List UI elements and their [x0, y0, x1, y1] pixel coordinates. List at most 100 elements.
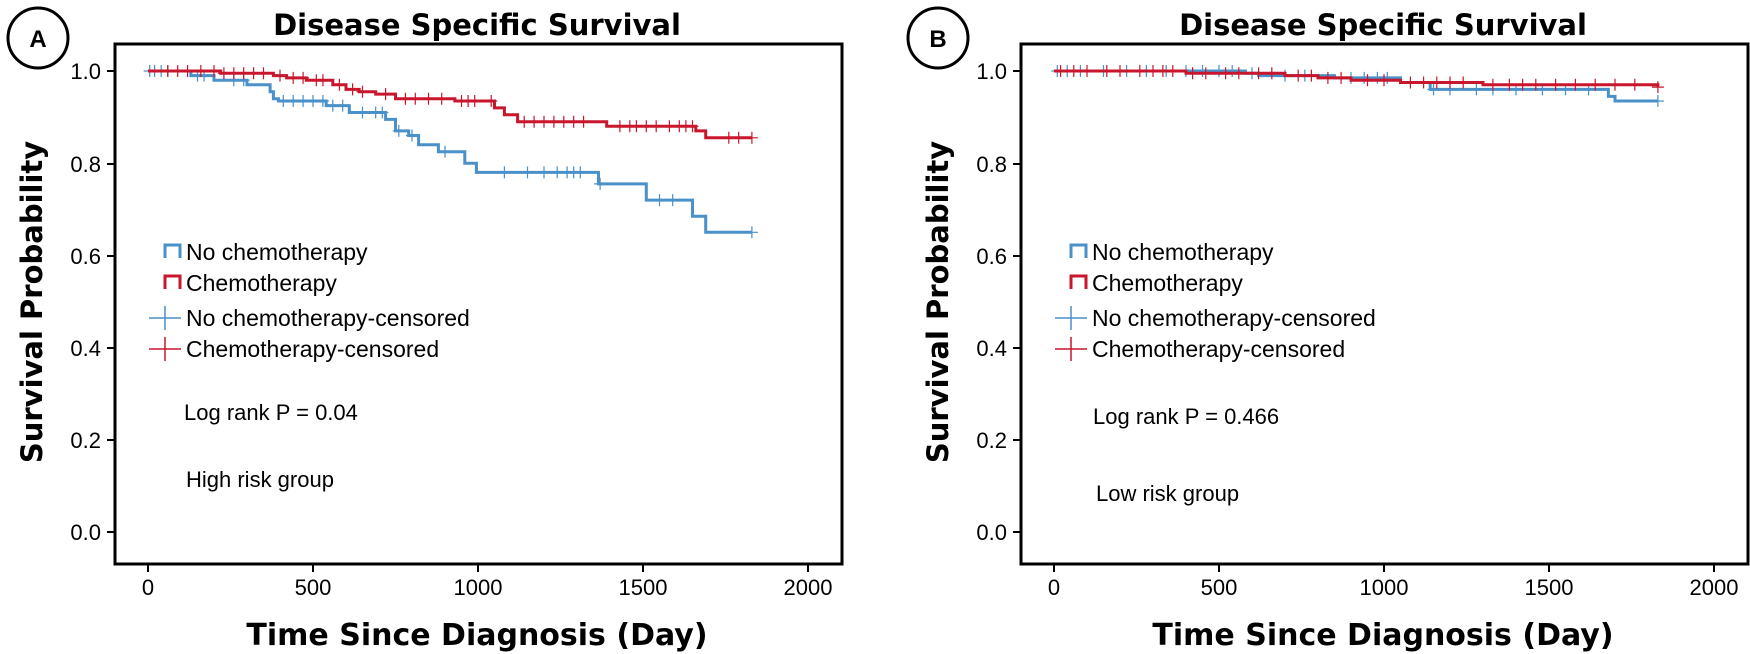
panel-b-censor-mark-chemo [1361, 74, 1374, 87]
panel-b-xtick: 2000 [1690, 575, 1739, 600]
panel-a-censor-mark-chemo [745, 131, 758, 144]
panel-a-curves [143, 65, 758, 239]
panel-a-censor-mark-chemo [435, 92, 448, 105]
panel-b-censor-mark-chemo [1404, 76, 1417, 89]
panel-a-ytick: 0.2 [70, 428, 101, 453]
panel-b-legend-no-chemo: No chemotherapy [1092, 239, 1274, 265]
panel-a-censor-mark-no-chemo [745, 226, 758, 239]
panel-b-censor-mark-chemo [1186, 67, 1199, 80]
panel-a-xtick: 2000 [784, 575, 833, 600]
panel-a-ytick: 0.6 [70, 244, 101, 269]
panel-a: A Disease Specific Survival 0.0 0.2 0.4 … [6, 6, 844, 653]
panel-a-censor-mark-no-chemo [653, 194, 666, 207]
panel-a-legend-no-chemo: No chemotherapy [186, 239, 368, 265]
panel-a-badge [6, 6, 70, 70]
panel-b-censor-mark-no-chemo [1213, 65, 1225, 77]
panel-b-censor-mark-chemo [1081, 65, 1093, 77]
panel-b-censor-mark-chemo [1265, 67, 1278, 80]
panel-a-censor-mark-chemo [577, 115, 590, 128]
panel-b-censor-mark-chemo [1529, 78, 1542, 91]
panel-b-ytick: 1.0 [976, 59, 1007, 84]
panel-a-censor-mark-chemo [316, 74, 329, 87]
panel-b-ytick: 0.0 [976, 520, 1007, 545]
panel-b-censor-mark-chemo [1549, 78, 1562, 91]
panel-b-censor-mark-chemo [1219, 67, 1232, 80]
panel-b-ytick: 0.4 [976, 336, 1007, 361]
panel-a-censor-mark-no-chemo [406, 129, 418, 142]
legend-swatch-chemo [1069, 274, 1088, 289]
panel-b-xtick: 0 [1048, 575, 1060, 600]
panel-b-censor-mark-no-chemo [1226, 65, 1239, 77]
panel-b-legend: No chemotherapy Chemotherapy No chemothe… [1055, 239, 1376, 362]
panel-a-ytick: 0.0 [70, 520, 101, 545]
panel-a-x-axis: 0 500 1000 1500 2000 [142, 564, 833, 600]
panel-a-censor-mark-no-chemo [376, 106, 389, 119]
panel-a-legend-chemo-censored: Chemotherapy-censored [186, 336, 439, 362]
legend-swatch-no-chemo [1069, 243, 1088, 258]
panel-b-x-label: Time Since Diagnosis (Day) [1152, 618, 1613, 653]
panel-a-censor-mark-chemo [379, 88, 392, 101]
panel-b: B Disease Specific Survival 0.0 0.2 0.4 … [906, 6, 1750, 653]
panel-b-censor-mark-no-chemo [1358, 71, 1371, 84]
panel-a-censor-mark-chemo [422, 92, 435, 105]
panel-a-legend-no-chemo-censored: No chemotherapy-censored [186, 305, 470, 331]
panel-b-censor-mark-chemo [1503, 78, 1516, 91]
panel-a-censor-mark-chemo [333, 78, 346, 91]
panel-b-legend-chemo-censored: Chemotherapy-censored [1092, 336, 1345, 362]
panel-a-title: Disease Specific Survival [273, 8, 681, 42]
panel-b-curve-chemo [1054, 69, 1660, 88]
legend-marker-chemo-censored [1055, 337, 1087, 361]
panel-a-censor-mark-chemo [686, 120, 699, 133]
panel-a-censor-mark-chemo [208, 65, 220, 77]
panel-b-censor-mark-chemo [1100, 65, 1113, 77]
panel-b-censor-mark-chemo [1232, 67, 1245, 80]
panel-a-censor-mark-chemo [356, 85, 369, 98]
legend-swatch-no-chemo [163, 243, 182, 258]
panel-b-censor-mark-chemo [1133, 65, 1146, 77]
panel-a-censor-mark-chemo [409, 92, 422, 105]
panel-b-censor-mark-no-chemo [1651, 95, 1664, 107]
panel-a-censor-mark-no-chemo [574, 166, 587, 179]
panel-b-badge [906, 6, 970, 70]
panel-a-legend-chemo: Chemotherapy [186, 270, 337, 296]
panel-b-censor-mark-chemo [1321, 71, 1334, 84]
panel-b-censor-mark-chemo [1651, 81, 1664, 94]
panel-b-censor-mark-no-chemo [1381, 71, 1394, 84]
panel-b-censor-mark-chemo [1486, 78, 1499, 91]
panel-a-censor-mark-no-chemo [666, 194, 679, 207]
panel-b-censor-mark-no-chemo [1427, 83, 1440, 96]
panel-a-xtick: 1500 [619, 575, 668, 600]
panel-a-ytick: 1.0 [70, 59, 101, 84]
panel-b-censor-mark-no-chemo [1470, 83, 1483, 96]
panel-b-censor-mark-chemo [1589, 78, 1602, 91]
panel-a-censor-mark-no-chemo [439, 145, 451, 158]
panel-a-censor-mark-no-chemo [498, 166, 511, 179]
panel-a-censor-mark-chemo [257, 67, 270, 80]
panel-a-censor-mark-no-chemo [336, 99, 349, 112]
panel-b-xtick: 1500 [1525, 575, 1574, 600]
panel-b-legend-chemo: Chemotherapy [1092, 270, 1243, 296]
panel-a-y-axis: 0.0 0.2 0.4 0.6 0.8 1.0 [70, 59, 115, 545]
panel-a-censor-mark-chemo [468, 95, 481, 107]
panel-b-censor-mark-chemo [1378, 74, 1390, 87]
panel-a-censor-mark-chemo [181, 65, 194, 77]
panel-b-ytick: 0.8 [976, 152, 1007, 177]
panel-a-censor-mark-no-chemo [392, 124, 405, 137]
panel-b-censor-mark-no-chemo [1196, 65, 1209, 77]
panel-b-censor-mark-chemo [1628, 78, 1641, 91]
legend-marker-no-chemo-censored [149, 306, 181, 330]
panel-a-censor-mark-no-chemo [538, 166, 550, 179]
panel-b-badge-label: B [929, 26, 946, 53]
panel-b-censor-mark-chemo [1252, 67, 1265, 80]
panel-b-censor-mark-chemo [1417, 76, 1430, 89]
panel-a-censor-mark-chemo [732, 131, 745, 144]
legend-swatch-chemo [163, 274, 182, 289]
panel-b-ytick: 0.2 [976, 428, 1007, 453]
panel-b-curves [1051, 65, 1664, 107]
panel-b-y-label: Survival Probability [921, 141, 955, 463]
panel-a-log-rank: Log rank P = 0.04 [184, 400, 358, 425]
panel-a-ytick: 0.8 [70, 152, 101, 177]
legend-marker-no-chemo-censored [1055, 306, 1087, 330]
panel-a-censor-mark-chemo [274, 69, 286, 82]
